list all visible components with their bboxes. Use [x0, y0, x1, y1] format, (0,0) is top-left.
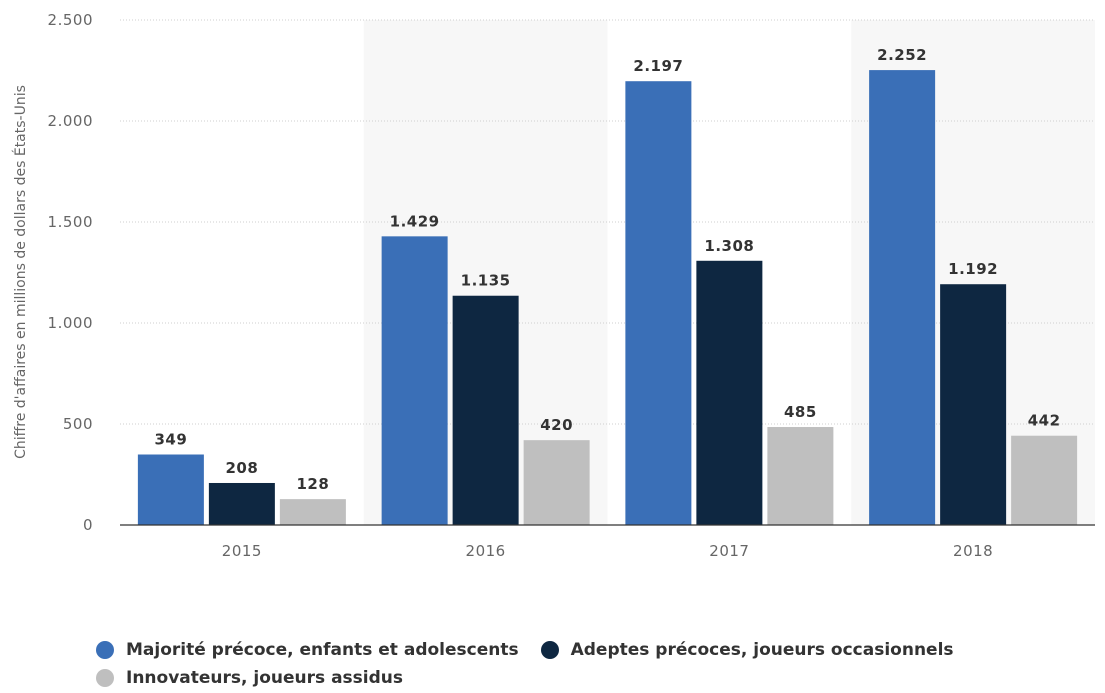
data-label: 349	[154, 431, 187, 449]
y-tick-label: 500	[63, 415, 93, 433]
legend-label: Majorité précoce, enfants et adolescents	[126, 640, 519, 660]
data-label: 2.252	[877, 46, 927, 64]
bar[interactable]	[1011, 435, 1078, 525]
bar[interactable]	[452, 295, 519, 525]
y-tick-label: 2.000	[48, 112, 93, 130]
bar[interactable]	[137, 454, 204, 525]
legend-item-adeptes[interactable]: Adeptes précoces, joueurs occasionnels	[540, 640, 954, 660]
y-tick-label: 0	[83, 516, 93, 534]
legend-label: Innovateurs, joueurs assidus	[126, 668, 403, 688]
data-label: 128	[296, 475, 329, 493]
bar[interactable]	[940, 284, 1007, 525]
x-tick-label: 2016	[466, 542, 506, 560]
data-label: 2.197	[633, 57, 683, 75]
legend-item-innovateurs[interactable]: Innovateurs, joueurs assidus	[96, 668, 403, 688]
data-label: 208	[225, 459, 258, 477]
data-label: 1.192	[948, 260, 998, 278]
y-axis-label: Chiffre d'affaires en millions de dollar…	[12, 85, 29, 459]
y-tick-label: 1.000	[48, 314, 93, 332]
legend-item-majorite[interactable]: Majorité précoce, enfants et adolescents	[96, 640, 519, 660]
bar[interactable]	[869, 70, 936, 525]
y-tick-label: 2.500	[48, 11, 93, 29]
data-label: 442	[1028, 412, 1061, 430]
y-tick-label: 1.500	[48, 213, 93, 231]
data-label: 420	[540, 416, 573, 434]
x-tick-label: 2018	[953, 542, 993, 560]
bar[interactable]	[523, 440, 590, 525]
bar[interactable]	[208, 482, 275, 525]
data-label: 1.308	[704, 237, 754, 255]
bar[interactable]	[381, 236, 448, 526]
bar[interactable]	[625, 81, 692, 526]
data-label: 485	[784, 403, 817, 421]
bar-chart: 349 208 128 1.429 1.135 420 2.197 1.308 485 2.252…	[12, 11, 1095, 560]
bar[interactable]	[767, 427, 834, 525]
bar[interactable]	[279, 499, 346, 525]
data-label: 1.429	[390, 212, 440, 230]
bar[interactable]	[696, 260, 763, 525]
legend-dot	[540, 641, 559, 659]
legend-label: Adeptes précoces, joueurs occasionnels	[570, 640, 954, 660]
legend-dot	[96, 641, 114, 659]
x-tick-label: 2017	[709, 542, 749, 560]
legend-dot	[96, 669, 114, 687]
data-label: 1.135	[461, 272, 511, 290]
legend: Majorité précoce, enfants et adolescents…	[96, 636, 1076, 692]
x-tick-label: 2015	[222, 542, 262, 560]
